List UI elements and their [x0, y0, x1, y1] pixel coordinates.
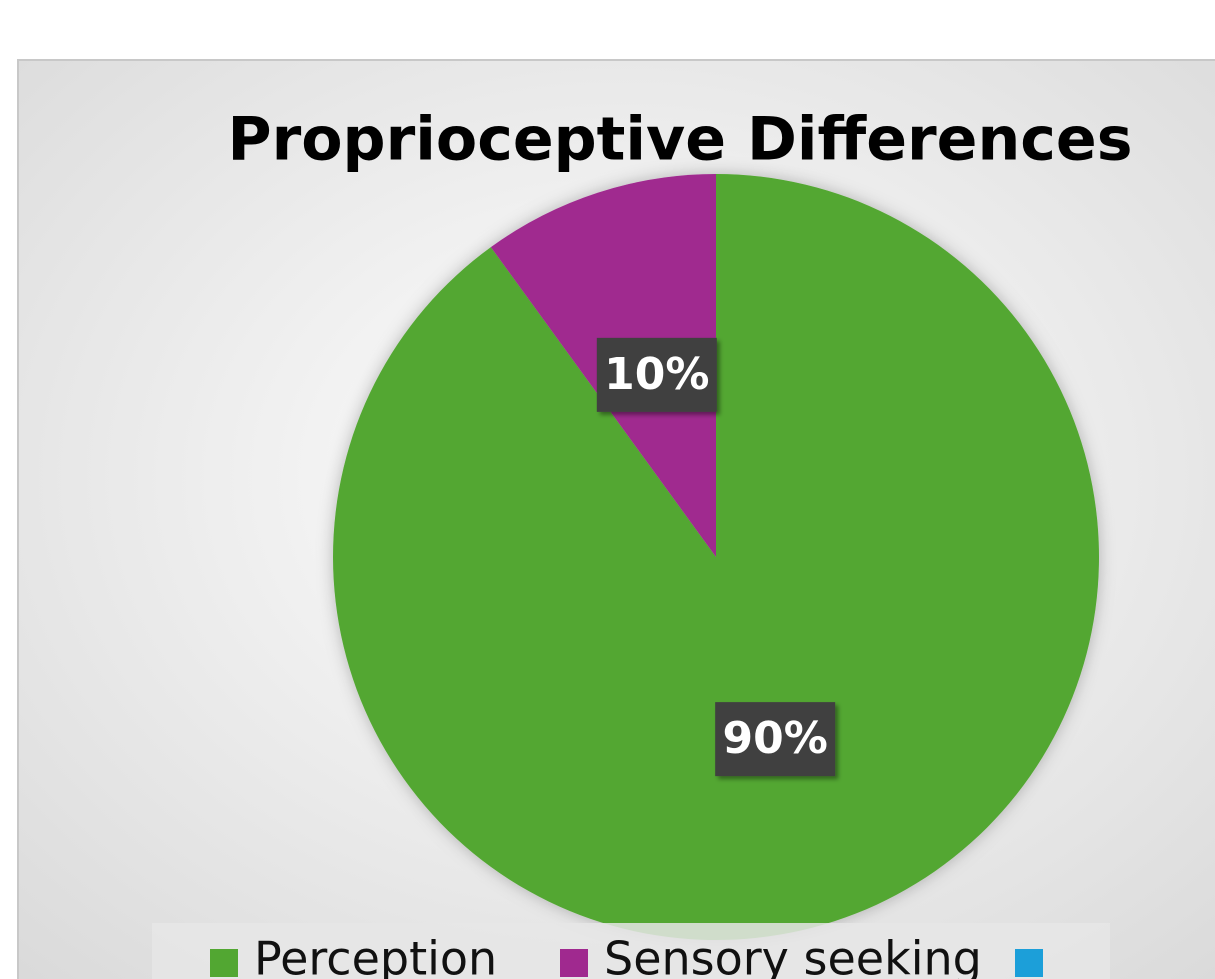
legend-swatch	[210, 949, 238, 977]
legend-swatch	[560, 949, 588, 977]
legend-label: Sensory seeking	[604, 932, 982, 979]
data-label: 90%	[723, 713, 828, 764]
chart-title: Proprioceptive Differences	[228, 105, 1133, 175]
pie	[333, 174, 1100, 940]
legend	[152, 923, 1110, 979]
legend-swatch	[1015, 949, 1043, 977]
data-label-box	[596, 337, 717, 412]
legend-label: Perception	[254, 932, 497, 979]
data-label: 10%	[604, 349, 709, 400]
data-label-box	[715, 702, 836, 777]
